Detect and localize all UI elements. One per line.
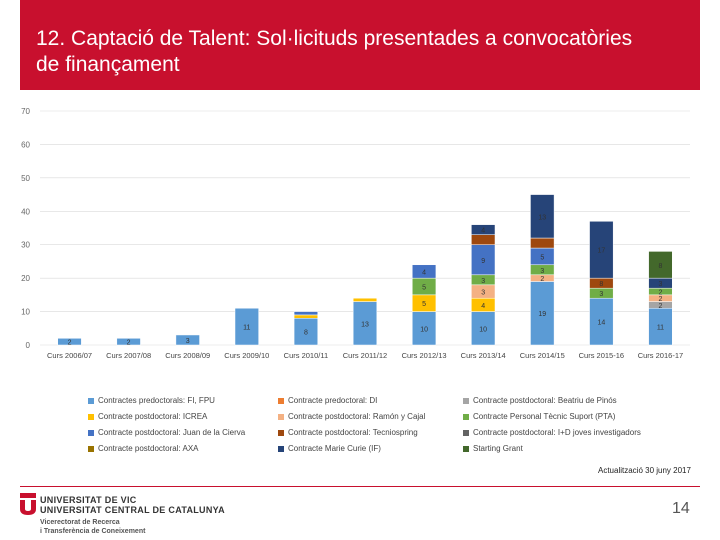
university-logo-icon <box>20 493 36 515</box>
data-label: 4 <box>422 269 426 276</box>
title-banner <box>20 0 700 90</box>
page-number: 14 <box>672 500 690 517</box>
legend-item: Contracte predoctoral: DI <box>278 396 377 405</box>
data-label: 2 <box>540 276 544 283</box>
bar-segment <box>352 297 378 302</box>
data-label: 14 <box>597 320 605 327</box>
y-tick-label: 10 <box>21 308 30 317</box>
data-label: 9 <box>481 258 485 265</box>
bar-segment <box>648 251 673 279</box>
data-label: 8 <box>599 281 603 288</box>
x-tick-label: Curs 2012/13 <box>402 351 447 360</box>
data-label: 4 <box>481 228 485 235</box>
bar-segment <box>530 237 555 249</box>
legend-swatch <box>278 397 284 404</box>
legend-swatch <box>278 445 284 452</box>
data-label: 3 <box>481 278 485 285</box>
legend-swatch <box>278 413 284 420</box>
legend-item: Contracte postdoctoral: Ramón y Cajal <box>278 412 425 421</box>
bar-segment <box>589 221 614 279</box>
legend-item: Contracte postdoctoral: I+D joves invest… <box>463 428 641 437</box>
bar-segment <box>530 194 555 239</box>
legend-item: Contracte Personal Tècnic Suport (PTA) <box>463 412 615 421</box>
x-tick-label: Curs 2015-16 <box>579 351 624 360</box>
data-label: 5 <box>422 285 426 292</box>
y-tick-label: 70 <box>21 107 30 116</box>
data-label: 8 <box>659 263 663 270</box>
university-name: UNIVERSITAT DE VIC UNIVERSITAT CENTRAL D… <box>40 495 225 515</box>
y-tick-label: 40 <box>21 207 30 216</box>
x-tick-label: Curs 2007/08 <box>106 351 151 360</box>
bar-segment <box>471 224 496 235</box>
x-tick-label: Curs 2011/12 <box>343 351 387 360</box>
legend-swatch <box>463 413 469 420</box>
data-label: 5 <box>422 301 426 308</box>
legend-item: Contracte Marie Curie (IF) <box>278 444 381 453</box>
legend-swatch <box>88 397 94 404</box>
bar-segment <box>175 334 200 346</box>
slide-title: 12. Captació de Talent: Sol·licituds pre… <box>36 27 633 76</box>
x-tick-label: Curs 2010/11 <box>284 351 328 360</box>
bar-segment <box>471 234 496 245</box>
data-label: 3 <box>540 268 544 275</box>
update-note: Actualització 30 juny 2017 <box>598 466 691 475</box>
x-tick-label: Curs 2014/15 <box>520 351 565 360</box>
legend-swatch <box>463 445 469 452</box>
legend-item: Contracte postdoctoral: Juan de la Cierv… <box>88 428 245 437</box>
data-label: 10 <box>479 326 487 333</box>
data-label: 2 <box>659 296 663 303</box>
data-label: 17 <box>597 248 605 255</box>
legend-swatch <box>463 397 469 404</box>
legend-item: Contracte postdoctoral: Beatriu de Pinós <box>463 396 617 405</box>
x-tick-label: Curs 2016-17 <box>638 351 683 360</box>
data-label: 13 <box>361 321 369 328</box>
legend-item: Contractes predoctorals: FI, FPU <box>88 396 215 405</box>
data-label: 13 <box>538 214 546 221</box>
vicerectorat-name: Vicerectorat de Recerca i Transferència … <box>40 519 146 535</box>
data-label: 2 <box>659 290 663 297</box>
x-tick-label: Curs 2006/07 <box>47 351 92 360</box>
x-tick-label: Curs 2013/14 <box>461 351 506 360</box>
data-label: 3 <box>599 291 603 298</box>
x-tick-label: Curs 2009/10 <box>224 351 269 360</box>
bar-segment <box>293 314 318 319</box>
legend-item: Contracte postdoctoral: Tecniospring <box>278 428 418 437</box>
y-tick-label: 60 <box>21 140 30 149</box>
data-label: 2 <box>68 340 72 347</box>
legend-swatch <box>278 429 284 436</box>
legend-swatch <box>88 429 94 436</box>
legend-item: Contracte postdoctoral: ICREA <box>88 412 207 421</box>
data-label: 19 <box>538 311 546 318</box>
footer-divider <box>20 486 700 487</box>
x-tick-label: Curs 2008/09 <box>165 351 210 360</box>
y-tick-label: 50 <box>21 174 30 183</box>
y-tick-label: 30 <box>21 241 30 250</box>
legend-swatch <box>88 445 94 452</box>
bar-segment <box>412 264 437 279</box>
stacked-bar-chart: 0 10 20 30 40 50 60 70 2 Curs 2006/07 2 Curs 2007/0… <box>21 107 690 360</box>
legend-swatch <box>463 429 469 436</box>
y-tick-label: 20 <box>21 274 30 283</box>
data-label: 10 <box>420 326 428 333</box>
bar-segment <box>293 311 318 316</box>
data-label: 5 <box>540 254 544 261</box>
data-label: 11 <box>243 325 250 332</box>
data-label: 4 <box>481 303 485 310</box>
data-label: 2 <box>659 303 663 310</box>
data-label: 2 <box>127 340 131 347</box>
legend-item: Contracte postdoctoral: AXA <box>88 444 199 453</box>
legend-swatch <box>88 413 94 420</box>
data-label: 8 <box>304 330 308 337</box>
data-label: 3 <box>186 338 190 345</box>
data-label: 3 <box>659 281 663 288</box>
legend-item: Starting Grant <box>463 444 523 453</box>
data-label: 11 <box>657 325 664 332</box>
data-label: 3 <box>481 290 485 297</box>
bar-segment <box>57 338 82 346</box>
bar-segment <box>116 338 141 346</box>
bar-segment <box>234 307 259 346</box>
y-tick-label: 0 <box>26 341 31 350</box>
